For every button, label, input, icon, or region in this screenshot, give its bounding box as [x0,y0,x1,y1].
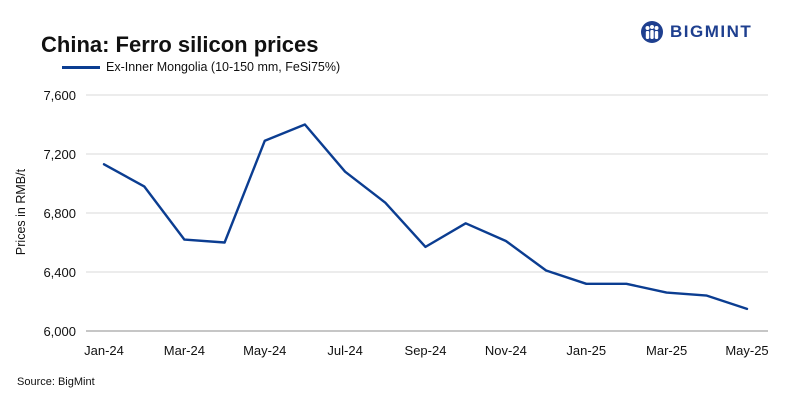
source-note: Source: BigMint [17,376,95,388]
y-tick-label: 6,000 [43,324,76,339]
x-tick-label: Jan-24 [84,343,124,358]
x-tick-label: May-24 [243,343,286,358]
x-tick-label: Sep-24 [405,343,447,358]
chart-title: China: Ferro silicon prices [41,32,319,57]
brand-logo: BIGMINT [640,20,752,44]
y-tick-label: 6,800 [43,206,76,221]
y-tick-label: 7,600 [43,88,76,103]
y-axis-title: Prices in RMB/t [14,168,28,255]
x-tick-label: Jan-25 [566,343,606,358]
x-tick-label: Jul-24 [327,343,362,358]
chart-legend: Ex-Inner Mongolia (10-150 mm, FeSi75%) [62,60,340,74]
x-tick-label: May-25 [725,343,768,358]
legend-swatch [62,65,100,69]
grid-lines [86,94,768,273]
y-tick-label: 6,400 [43,265,76,280]
x-tick-label: Mar-24 [164,343,205,358]
bigmint-logo-icon [641,21,663,43]
brand-name: BIGMINT [670,22,753,41]
legend-label: Ex-Inner Mongolia (10-150 mm, FeSi75%) [106,60,341,74]
x-tick-label: Nov-24 [485,343,527,358]
series-lines [102,123,749,311]
tick-labels: 6,000 6,400 6,800 7,200 7,600 Jan-24 Mar-24 May… [43,88,768,358]
x-tick-label: Mar-25 [646,343,687,358]
y-tick-label: 7,200 [43,147,76,162]
series-line [102,123,749,311]
